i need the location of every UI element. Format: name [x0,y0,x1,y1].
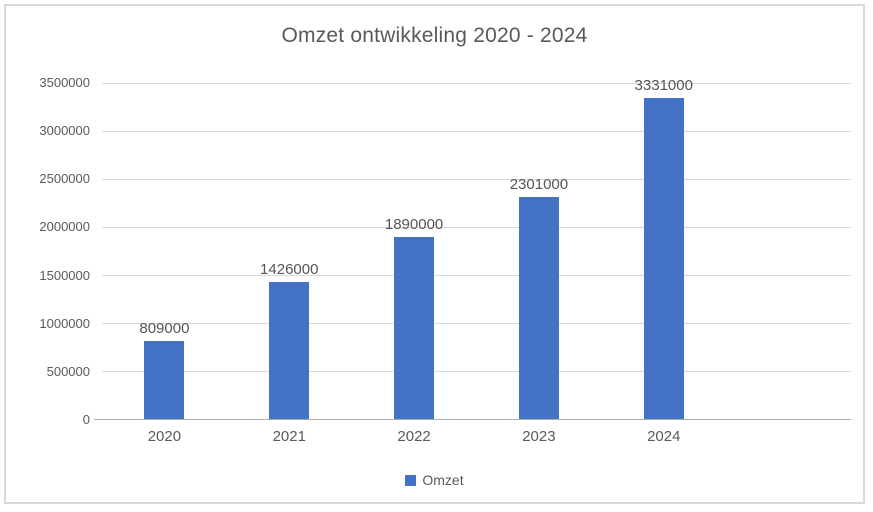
data-label-2023: 2301000 [509,176,569,193]
y-axis-tick-label: 0 [82,412,90,427]
data-label-2020: 809000 [139,320,190,337]
x-axis-line [94,419,851,420]
data-label-2021: 1426000 [260,261,319,278]
plot-area: 809000 1426000 1890000 2301000 3331000 [94,77,851,420]
chart-title: Omzet ontwikkeling 2020 - 2024 [281,24,588,47]
data-label-2022: 1890000 [384,216,444,233]
x-axis-tick-label-2022: 2022 [397,428,431,445]
bar-2020 [144,341,185,419]
y-gridline [102,275,851,277]
bar-2023 [518,197,559,419]
y-gridline [102,323,851,325]
chart-frame: Omzet ontwikkeling 2020 - 2024 809000 142… [4,4,865,504]
y-gridline [102,226,851,228]
x-axis-tick-label-2021: 2021 [272,428,306,445]
y-gridline [102,178,851,180]
legend-swatch-icon [405,474,417,486]
y-axis-tick-label: 500000 [46,363,90,379]
data-label-2024: 3331000 [634,77,693,94]
x-axis-tick-label-2024: 2024 [647,428,681,445]
y-axis-tick-label: 2000000 [39,219,90,235]
bar-2021 [269,282,310,419]
bar-2022 [394,237,435,419]
y-axis-tick-label: 1000000 [39,315,90,331]
x-axis-tick-label-2020: 2020 [147,428,182,445]
y-axis-tick-label: 2500000 [39,171,90,187]
y-axis-tick-label: 1500000 [39,267,90,283]
legend-label: Omzet [422,472,464,488]
y-axis-tick-label: 3000000 [39,123,90,139]
y-gridline [102,82,851,84]
y-gridline [102,371,851,373]
legend: Omzet [6,472,863,488]
x-axis-tick-label-2023: 2023 [522,428,556,445]
bar-2024 [643,98,684,419]
y-gridline [102,130,851,132]
y-axis-tick-label: 3500000 [39,75,90,90]
